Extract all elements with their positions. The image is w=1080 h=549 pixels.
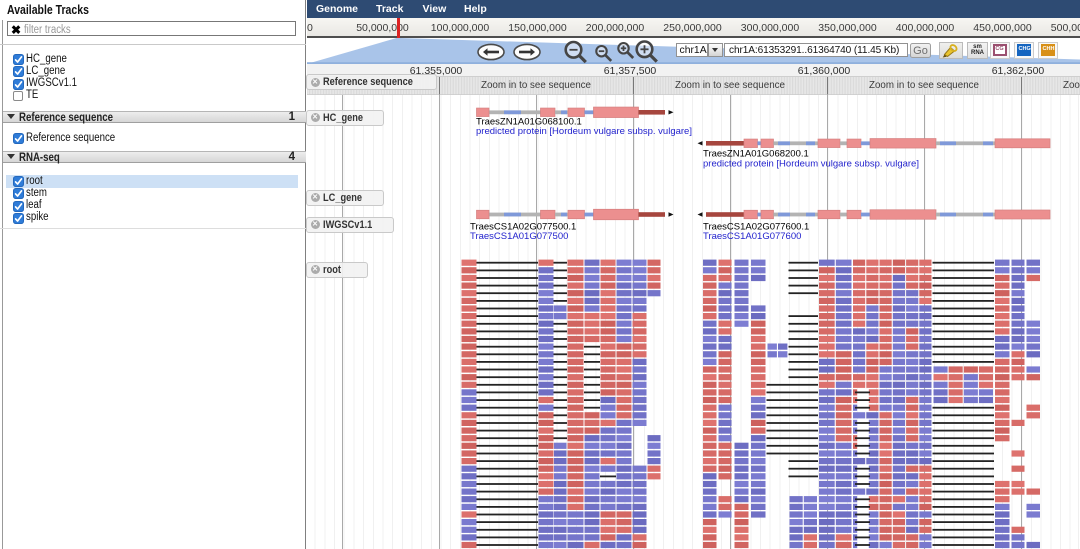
svg-text:Zoom in to see sequence: Zoom in to see sequence [481, 80, 592, 91]
svg-text:TraesZN1A01G068200.1: TraesZN1A01G068200.1 [703, 149, 809, 160]
svg-text:predicted protein [Hordeum vul: predicted protein [Hordeum vulgare subsp… [476, 126, 692, 137]
svg-text:TraesZN1A01G068100.1: TraesZN1A01G068100.1 [476, 116, 582, 127]
svg-text:TraesCS1A01G077500: TraesCS1A01G077500 [470, 231, 568, 242]
svg-text:predicted protein [Hordeum vul: predicted protein [Hordeum vulgare subsp… [703, 159, 919, 170]
svg-text:Zoom in to see sequence: Zoom in to see sequence [869, 80, 980, 91]
svg-text:Zoom in to see sequence: Zoom in to see sequence [675, 80, 786, 91]
svg-text:TraesCS1A02G077500.1: TraesCS1A02G077500.1 [470, 222, 576, 233]
svg-text:Zoom in to see sequence: Zoom in to see sequence [1063, 80, 1080, 91]
svg-text:TraesCS1A02G077600.1: TraesCS1A02G077600.1 [703, 222, 809, 233]
svg-text:TraesCS1A01G077600: TraesCS1A01G077600 [703, 231, 801, 242]
